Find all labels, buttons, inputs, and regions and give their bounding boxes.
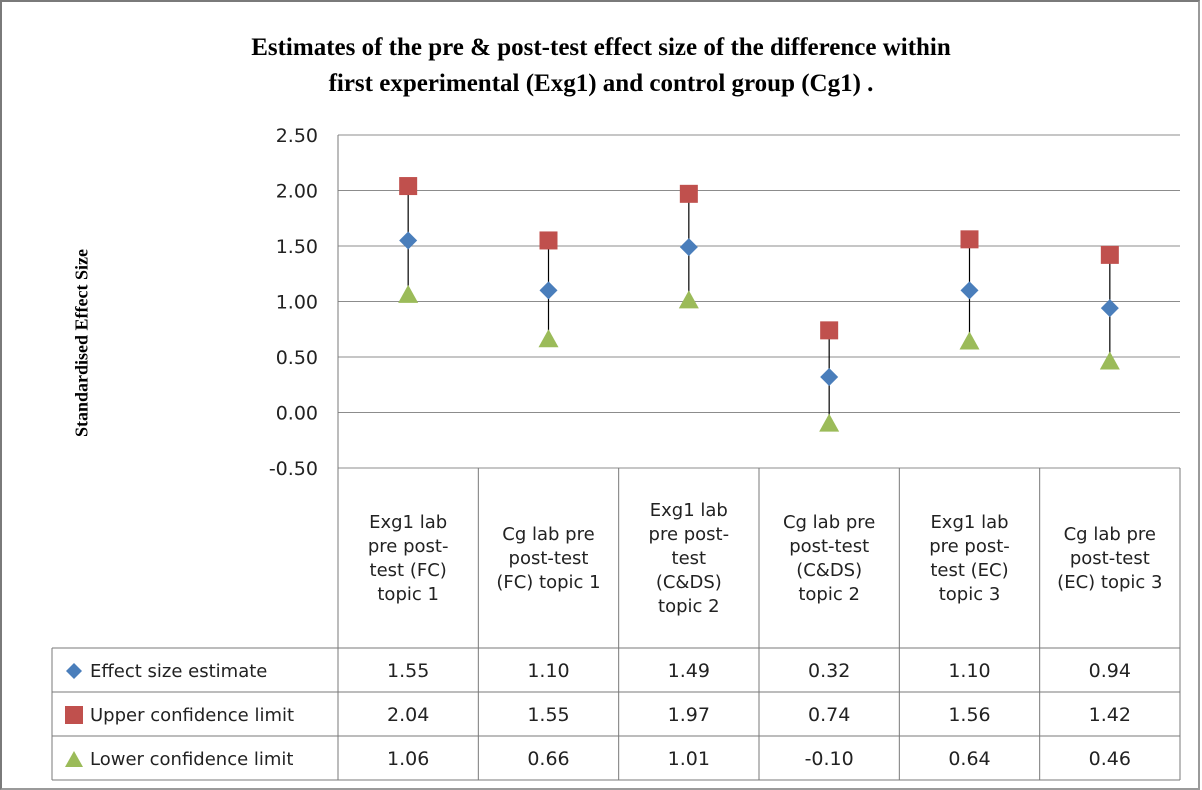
table-value: 0.94 [1088,660,1131,682]
upper-limit-point [399,177,418,196]
x-category-label-line: (C&DS) [796,560,863,581]
table-value: 0.32 [808,660,851,682]
x-category-label-text: Exg1 lab pre post-test (C&DS) topic 2 [649,499,730,619]
table-value: 0.46 [1088,748,1131,770]
x-category-label-line: topic 2 [798,584,860,605]
table-value: 1.49 [667,660,710,682]
upper-limit-point [679,184,698,203]
y-tick-label: 1.50 [276,236,318,258]
table-value: 1.10 [948,660,991,682]
table-value: 1.42 [1088,704,1131,726]
x-category-label-line: post-test [1069,548,1150,569]
triangle-marker-icon [65,751,83,767]
x-category-label: Cg lab pre post-test (C&DS) topic 2 [759,472,899,646]
effect-size-point [1100,299,1119,318]
effect-size-point [960,281,979,300]
x-category-label-text: Cg lab pre post-test (C&DS) topic 2 [783,511,875,607]
x-category-label-line: test [671,548,707,569]
table-value: 2.04 [387,704,430,726]
table-value: -0.10 [804,748,854,770]
x-category-label: Cg lab pre post-test (FC) topic 1 [478,472,618,646]
x-category-label-line: Exg1 lab [930,512,1009,533]
y-tick-label: 2.50 [276,125,318,147]
y-tick-label: 0.00 [276,403,318,425]
lower-limit-point [398,284,419,303]
x-category-label-text: Exg1 lab pre post-test (FC) topic 1 [368,511,449,607]
upper-limit-point [1100,245,1119,264]
upper-limit-point [960,230,979,249]
x-category-label-line: Exg1 lab [649,500,728,521]
x-category-label-line: (FC) topic 1 [496,572,601,593]
y-tick-label: -0.50 [269,458,318,480]
legend-effect-size: Effect size estimate [56,648,336,694]
x-category-label-line: (C&DS) [655,572,722,593]
x-category-label-line: post-test [789,536,870,557]
x-category-label-line: (EC) topic 3 [1057,572,1163,593]
table-value: 1.55 [387,660,430,682]
x-category-label-line: pre post- [648,524,730,545]
effect-size-point [399,231,418,250]
upper-limit-point [539,231,558,250]
legend-lower-limit: Lower confidence limit [56,736,336,782]
square-marker-icon [65,706,83,724]
x-category-label-line: topic 3 [938,584,1001,605]
legend-upper-limit: Upper confidence limit [56,692,336,738]
y-tick-label: 0.50 [276,347,318,369]
chart-title-line-2: first experimental (Exg1) and control gr… [328,70,874,97]
table-value: 1.06 [387,748,430,770]
x-category-label: Cg lab pre post-test (EC) topic 3 [1040,472,1180,646]
x-category-label-line: Cg lab pre [1063,524,1157,545]
table-value: 1.55 [527,704,570,726]
lower-limit-point [678,290,699,309]
legend-label: Upper confidence limit [90,704,295,726]
x-category-label: Exg1 lab pre post-test (EC) topic 3 [899,472,1039,646]
lower-limit-point [1099,351,1120,370]
y-tick-label: 2.00 [276,181,318,203]
y-tick-label: 1.00 [276,292,318,314]
x-category-label-line: post-test [508,548,589,569]
legend-label: Effect size estimate [90,660,268,682]
chart-title: Estimates of the pre & post-test effect … [0,30,1202,102]
x-category-label-line: topic 1 [377,584,439,605]
x-category-label: Exg1 lab pre post-test (C&DS) topic 2 [619,472,759,646]
diamond-marker-icon [66,663,82,679]
x-category-label-line: Cg lab pre [782,512,876,533]
table-value: 0.66 [527,748,570,770]
upper-limit-point [820,321,839,340]
lower-limit-point [959,331,980,350]
effect-size-point [679,238,698,257]
x-category-label-line: topic 2 [658,596,720,617]
x-category-label-text: Exg1 lab pre post-test (EC) topic 3 [929,511,1010,607]
table-value: 1.10 [527,660,570,682]
x-category-label-text: Cg lab pre post-test (EC) topic 3 [1057,523,1162,595]
lower-limit-point [819,413,840,432]
table-value: 1.01 [667,748,710,770]
x-category-label-line: pre post- [367,536,449,557]
x-category-label-line: Exg1 lab [369,512,448,533]
table-value: 1.97 [667,704,710,726]
chart-title-line-1: Estimates of the pre & post-test effect … [251,34,951,61]
x-category-label-line: test (FC) [369,560,447,581]
table-value: 1.56 [948,704,991,726]
x-category-label-line: test (EC) [930,560,1009,581]
x-category-label-line: pre post- [929,536,1010,557]
x-category-label-line: Cg lab pre [502,524,595,545]
effect-size-point [539,281,558,300]
legend-label: Lower confidence limit [90,748,294,770]
effect-size-point [820,367,839,386]
lower-limit-point [538,329,559,348]
table-value: 0.64 [948,748,991,770]
x-category-label-text: Cg lab pre post-test (FC) topic 1 [496,523,600,595]
x-category-label: Exg1 lab pre post-test (FC) topic 1 [338,472,478,646]
table-value: 0.74 [808,704,851,726]
